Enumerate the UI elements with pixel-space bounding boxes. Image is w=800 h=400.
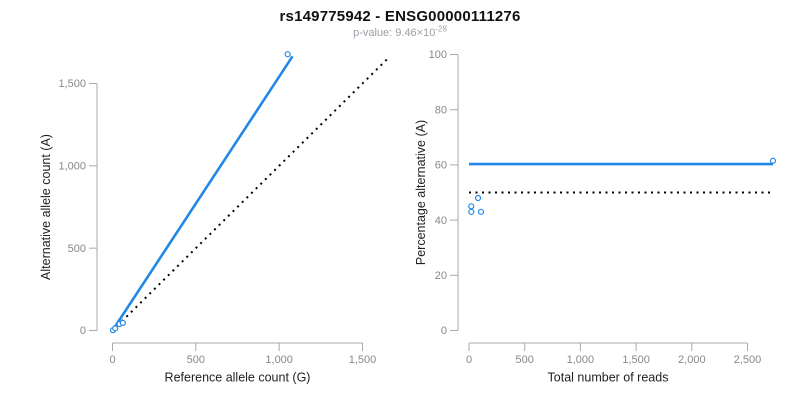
figure-title: rs149775942 - ENSG00000111276: [279, 8, 521, 25]
x-tick-label: 0: [109, 354, 115, 366]
data-point: [474, 194, 482, 202]
data-point: [119, 319, 126, 327]
x-tick-label: 2,000: [678, 354, 706, 366]
data-point: [284, 51, 291, 58]
x-tick-label: 2,500: [734, 354, 762, 366]
right-y-axis-title: Percentage alternative (A): [414, 120, 428, 265]
y-tick-label: 0: [80, 325, 86, 337]
data-point: [468, 203, 475, 210]
data-point: [477, 208, 485, 215]
left-x-axis-title: Reference allele count (G): [165, 371, 311, 385]
figure-subtitle: p-value: 9.46×10-28: [0, 24, 800, 39]
x-tick-label: 500: [516, 354, 534, 366]
left-y-axis-title: Alternative allele count (A): [39, 134, 53, 280]
y-tick-label: 20: [435, 270, 447, 282]
data-point: [769, 157, 777, 164]
data-point: [112, 325, 119, 332]
x-tick-label: 500: [187, 354, 205, 366]
p-value-text: p-value: 9.46×10: [353, 27, 436, 39]
x-tick-label: 1,500: [622, 354, 650, 366]
y-tick-label: 500: [68, 243, 86, 255]
y-tick-label: 0: [441, 325, 447, 337]
y-tick-label: 80: [435, 104, 447, 116]
data-point: [468, 208, 475, 215]
x-tick-label: 1,000: [265, 354, 293, 366]
y-tick-label: 40: [435, 215, 447, 227]
right-x-axis-title: Total number of reads: [548, 371, 669, 385]
y-tick-label: 1,500: [58, 78, 86, 90]
x-tick-label: 1,500: [349, 354, 377, 366]
identity-line: [111, 57, 390, 332]
y-tick-label: 1,000: [58, 161, 86, 173]
p-value-exponent: -28: [435, 24, 447, 34]
x-tick-label: 1,000: [567, 354, 595, 366]
right-panel: 0 20 40 60 80 100 0 500 1,000 1,500 2,000 2,500 Tota…: [414, 49, 777, 385]
y-tick-label: 60: [435, 160, 447, 172]
fit-line: [111, 55, 294, 332]
x-tick-label: 0: [466, 354, 472, 366]
left-panel: 0 500 1,000 1,500 0 500 1,000 1,500 Reference al…: [39, 51, 390, 385]
y-tick-label: 100: [429, 49, 447, 61]
